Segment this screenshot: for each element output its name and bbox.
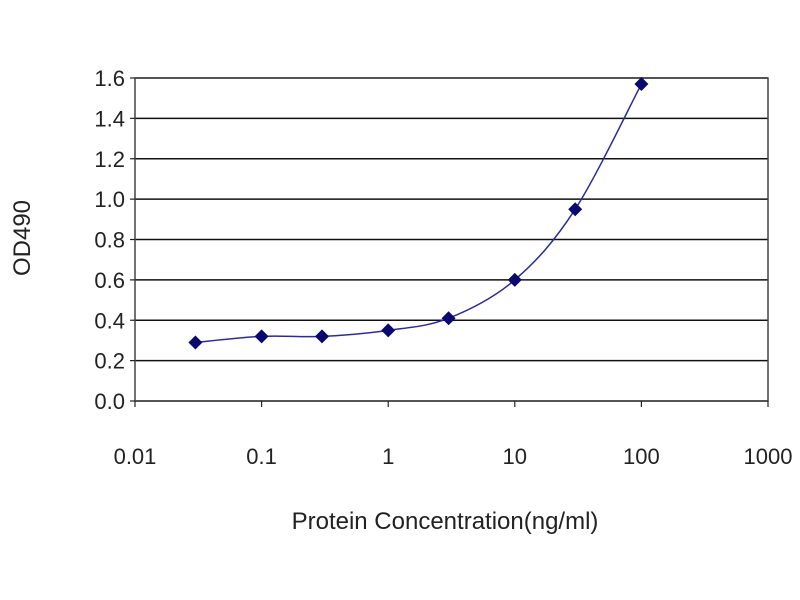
grid xyxy=(135,77,768,402)
x-tick-label: 0.01 xyxy=(114,444,157,469)
x-tick-label: 0.1 xyxy=(246,444,277,469)
y-axis-title: OD490 xyxy=(9,200,36,276)
x-axis-title: Protein Concentration(ng/ml) xyxy=(292,508,599,535)
data-points xyxy=(188,77,649,350)
x-tick-label: 1000 xyxy=(744,444,793,469)
y-tick-label: 1.6 xyxy=(94,66,125,91)
y-tick-label: 1.2 xyxy=(94,147,125,172)
data-point xyxy=(507,272,522,287)
data-point xyxy=(634,77,649,92)
data-point xyxy=(188,335,203,350)
x-tick-label: 100 xyxy=(623,444,660,469)
data-point xyxy=(381,323,396,338)
y-tick-label: 1.0 xyxy=(94,187,125,212)
y-tick-label: 0.6 xyxy=(94,268,125,293)
x-axis-ticks: 0.01 0.1 1 10 100 1000 xyxy=(114,401,793,469)
x-tick-label: 1 xyxy=(382,444,394,469)
y-tick-label: 0.4 xyxy=(94,308,125,333)
y-tick-label: 0.0 xyxy=(94,389,125,414)
data-point xyxy=(568,202,583,217)
y-tick-label: 1.4 xyxy=(94,106,125,131)
data-point xyxy=(254,329,269,344)
data-point xyxy=(315,329,330,344)
x-tick-label: 10 xyxy=(503,444,527,469)
data-point xyxy=(441,311,456,326)
y-axis-ticks: 0.0 0.2 0.4 0.6 0.8 1.0 1.2 1.4 1.6 xyxy=(94,66,135,414)
y-tick-label: 0.2 xyxy=(94,349,125,374)
y-tick-label: 0.8 xyxy=(94,228,125,253)
